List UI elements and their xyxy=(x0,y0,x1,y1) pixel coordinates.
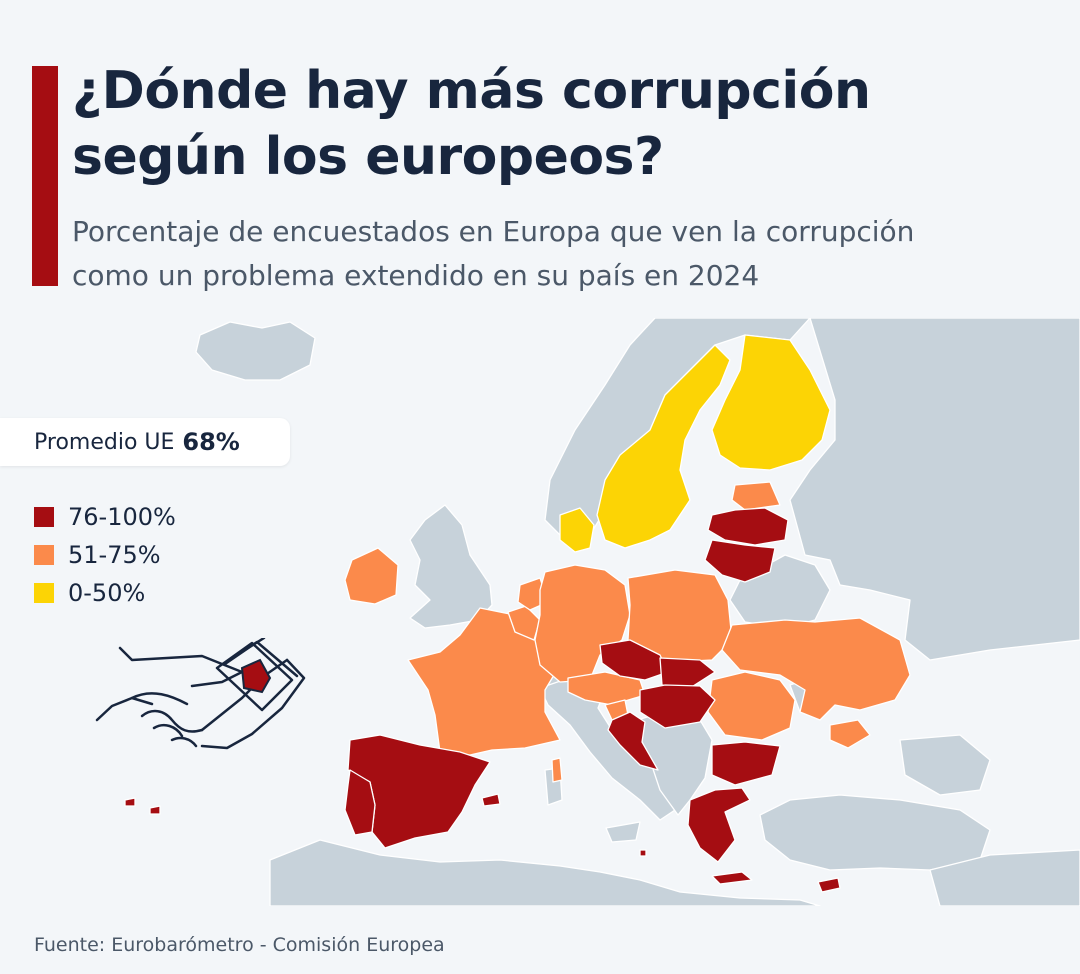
country-malta xyxy=(639,849,647,857)
country-finland xyxy=(711,334,831,471)
land-russia xyxy=(789,318,1080,661)
country-crimea xyxy=(829,719,871,749)
country-ireland xyxy=(344,547,399,605)
country-sweden xyxy=(596,344,731,549)
country-greece xyxy=(687,787,751,863)
country-austria xyxy=(567,671,646,706)
land-turkey xyxy=(759,794,991,871)
legend-item-high: 76-100% xyxy=(34,498,176,536)
country-czechia xyxy=(599,639,669,681)
country-bulgaria xyxy=(711,741,781,786)
legend-item-low: 0-50% xyxy=(34,574,176,612)
eu-average-box: Promedio UE 68% xyxy=(0,418,290,466)
page-subtitle: Porcentaje de encuestados en Europa que … xyxy=(72,210,1072,298)
land-sicily xyxy=(605,821,641,843)
country-germany xyxy=(534,564,631,683)
legend-label-high: 76-100% xyxy=(68,503,176,531)
country-estonia xyxy=(731,481,781,511)
legend: 76-100% 51-75% 0-50% xyxy=(34,498,176,612)
country-ukraine xyxy=(721,617,911,721)
land-iceland xyxy=(195,321,316,381)
country-crete xyxy=(711,871,753,885)
country-canary-islands xyxy=(124,797,161,815)
eu-average-value: 68% xyxy=(182,428,240,456)
subtitle-line-2: como un problema extendido en su país en… xyxy=(72,259,760,292)
europe-map xyxy=(124,318,1080,906)
banknote-mark xyxy=(240,658,272,694)
subtitle-line-1: Porcentaje de encuestados en Europa que … xyxy=(72,215,915,248)
title-line-1: ¿Dónde hay más corrupción xyxy=(72,61,871,121)
legend-label-low: 0-50% xyxy=(68,579,146,607)
country-denmark xyxy=(559,507,595,553)
legend-swatch-high xyxy=(34,507,54,527)
country-croatia xyxy=(607,711,659,771)
country-balearic-islands xyxy=(481,793,501,807)
country-romania xyxy=(707,671,796,741)
country-slovakia xyxy=(659,657,716,689)
country-lithuania xyxy=(704,539,776,583)
page-title: ¿Dónde hay más corrupción según los euro… xyxy=(72,58,1032,190)
land-caucasus xyxy=(899,734,991,796)
title-accent-bar xyxy=(32,66,58,286)
eu-average-label: Promedio UE xyxy=(34,429,175,455)
country-latvia xyxy=(707,507,789,546)
source-note: Fuente: Eurobarómetro - Comisión Europea xyxy=(34,934,445,956)
legend-item-medium: 51-75% xyxy=(34,536,176,574)
country-poland xyxy=(627,569,733,663)
handshake-bribe-icon xyxy=(95,638,306,750)
country-hungary xyxy=(639,684,716,729)
title-line-2: según los europeos? xyxy=(72,127,664,187)
country-corsica xyxy=(551,757,563,783)
land-middle-east xyxy=(929,849,1080,906)
land-great-britain xyxy=(409,504,493,629)
legend-swatch-low xyxy=(34,583,54,603)
legend-label-medium: 51-75% xyxy=(68,541,161,569)
country-cyprus xyxy=(817,877,841,893)
land-north-africa xyxy=(269,839,821,906)
country-portugal xyxy=(344,769,376,836)
legend-swatch-medium xyxy=(34,545,54,565)
